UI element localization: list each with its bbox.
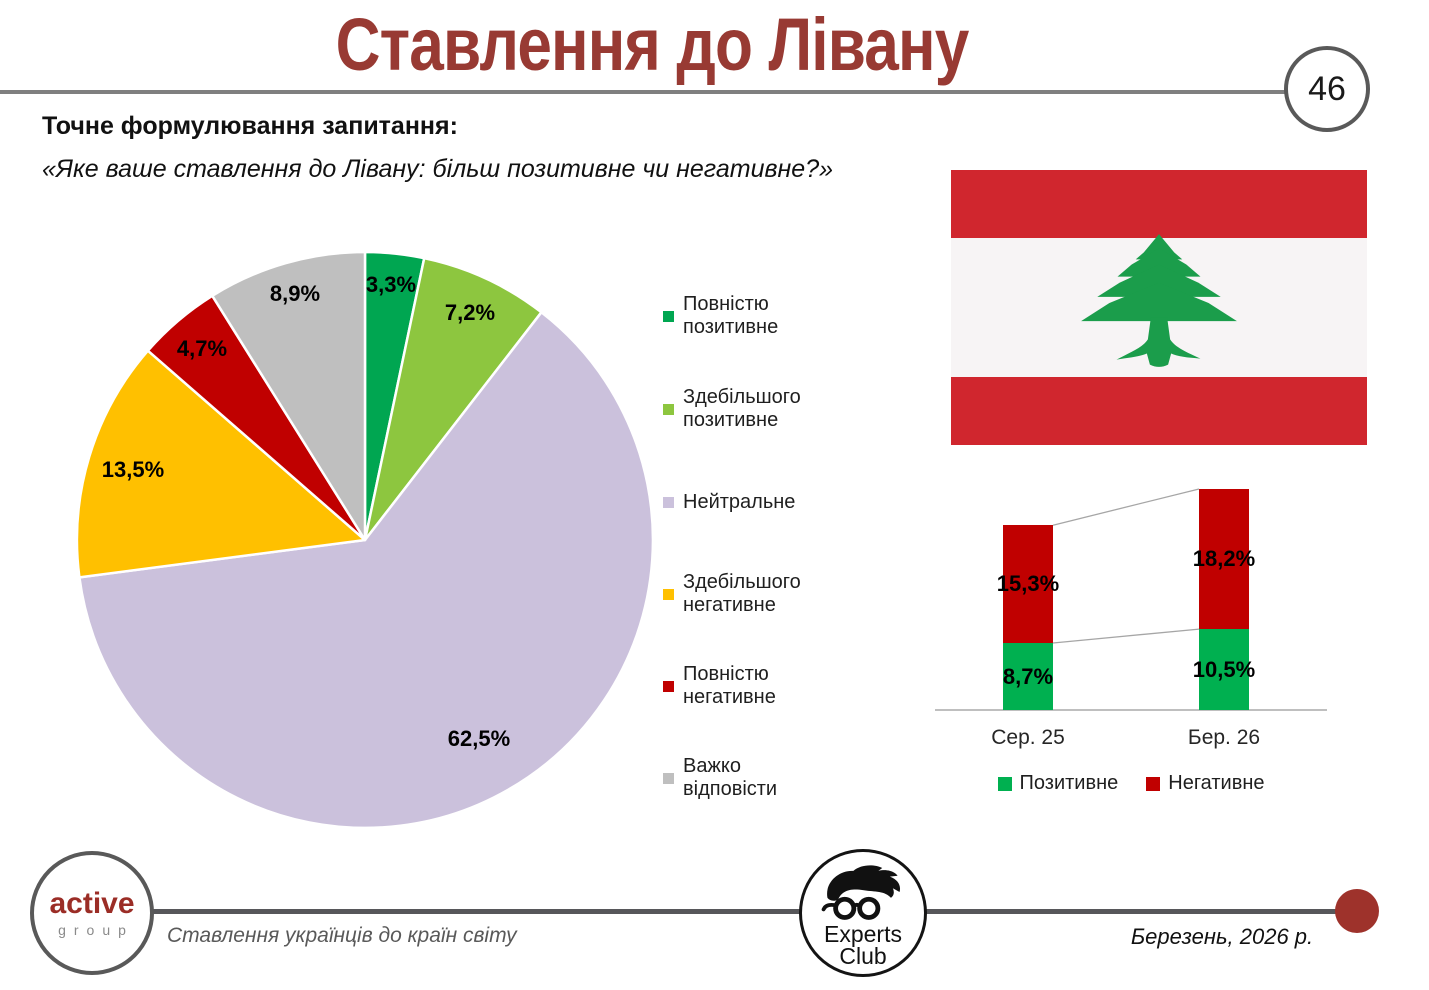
footer-end-dot: [1335, 889, 1379, 933]
question-text: «Яке ваше ставлення до Лівану: більш поз…: [42, 155, 834, 183]
bar-category-label: Бер. 26: [1187, 726, 1261, 749]
active-group-sub: group: [58, 921, 134, 938]
bar-chart-axis: [935, 709, 1327, 711]
legend-swatch: [663, 680, 674, 692]
legend-label: Важко відповісти: [683, 755, 778, 800]
legend-swatch: [663, 496, 674, 508]
pie-chart: [75, 250, 655, 830]
legend-label: Нейтральне: [683, 490, 796, 513]
header-divider: [0, 90, 1286, 94]
legend-item: Важко відповісти: [663, 755, 777, 800]
bar-category-label: Сер. 25: [991, 726, 1065, 749]
legend-swatch: [1146, 776, 1161, 791]
legend-swatch: [663, 403, 674, 415]
experts-club-face-icon: [821, 865, 901, 920]
pie-value-label: 4,7%: [176, 336, 228, 361]
pie-value-label: 8,9%: [269, 281, 321, 306]
bar-segment-negative-1: [1199, 489, 1249, 630]
experts-club-sub: Club: [839, 943, 887, 969]
flag-top-stripe: [951, 170, 1367, 238]
legend-item: Повністю позитивне: [663, 293, 778, 338]
page-number-badge: 46: [1284, 46, 1370, 132]
legend-swatch: [997, 776, 1012, 791]
pie-value-label: 3,3%: [365, 272, 417, 297]
pie-slice-3: [75, 349, 367, 579]
legend-label: Здебільшого позитивне: [683, 386, 801, 431]
bar-segment-positive-1: [1199, 629, 1249, 710]
series-connector-line: [1052, 488, 1200, 526]
bar-segment-negative-0: [1003, 525, 1053, 643]
flag-bottom-stripe: [951, 377, 1367, 445]
legend-item: Нейтральне: [663, 488, 795, 516]
question-label: Точне формулювання запитання:: [42, 112, 458, 140]
experts-club-name: Experts: [824, 921, 902, 947]
legend-label: Здебільшого негативне: [683, 571, 801, 616]
cedar-tree-icon: [1081, 234, 1237, 367]
legend-swatch: [663, 310, 674, 322]
footer-date: Березень, 2026 р.: [1130, 924, 1314, 949]
bar-value-label: 15,3%: [996, 571, 1060, 596]
bar-legend: Позитивне Негативне: [935, 772, 1327, 795]
pie-slice-2: [78, 311, 655, 830]
legend-label: Позитивне: [1019, 772, 1119, 794]
page-number: 46: [1308, 69, 1346, 108]
flag-middle-stripe: [951, 234, 1367, 377]
legend-item: Позитивне: [997, 772, 1119, 795]
footer-divider: [150, 909, 1346, 914]
pie-value-label: 13,5%: [101, 457, 165, 482]
legend-swatch: [663, 772, 674, 784]
legend-item: Здебільшого позитивне: [663, 386, 801, 431]
legend-item: Негативне: [1146, 772, 1264, 795]
pie-slice-1: [363, 256, 543, 542]
pie-value-label: 7,2%: [444, 300, 496, 325]
legend-label: Повністю негативне: [683, 663, 776, 708]
active-group-name: active: [49, 886, 135, 920]
series-connector-line: [1052, 628, 1200, 644]
bar-value-label: 18,2%: [1192, 546, 1256, 571]
lebanon-flag: [951, 170, 1367, 445]
legend-label: Негативне: [1168, 772, 1265, 794]
bar-value-label: 10,5%: [1192, 657, 1256, 682]
pie-value-label: 62,5%: [447, 726, 511, 751]
page-title: Ставлення до Лівану: [335, 3, 970, 86]
legend-label: Повністю позитивне: [683, 293, 779, 338]
legend-item: Здебільшого негативне: [663, 571, 801, 616]
pie-slice-5: [211, 250, 367, 542]
legend-swatch: [663, 588, 674, 600]
legend-item: Повністю негативне: [663, 663, 776, 708]
experts-club-logo: Experts Club: [799, 849, 927, 977]
bar-value-label: 8,7%: [1002, 664, 1054, 689]
bar-segment-positive-0: [1003, 643, 1053, 710]
footer-caption: Ставлення українців до країн світу: [167, 924, 517, 947]
active-group-logo: active group: [30, 851, 154, 975]
